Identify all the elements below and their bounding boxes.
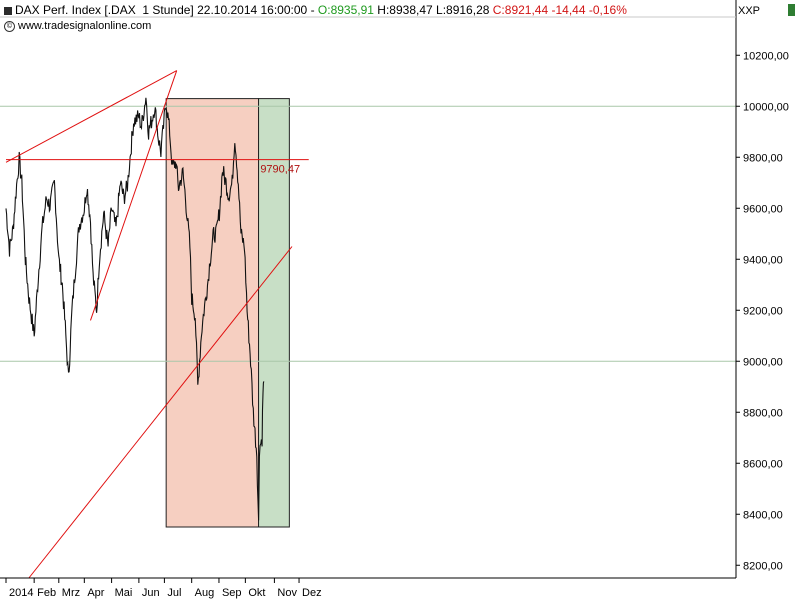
bearish-zone (165, 98, 260, 528)
x-tick-label: Jul (167, 587, 181, 599)
reference-lines-layer (0, 105, 736, 362)
y-tick-label: 8800,00 (743, 407, 783, 419)
separator: - (310, 3, 315, 17)
change-value: -14,44 (551, 3, 586, 17)
trendline (28, 246, 293, 579)
zones-layer (165, 98, 290, 528)
x-tick-label: Jun (142, 587, 160, 599)
source-line: © www.tradesignalonline.com (4, 20, 151, 32)
x-tick-label: Mrz (62, 587, 80, 599)
price-series (5, 97, 265, 521)
x-tick-label: Nov (277, 587, 297, 599)
y-tick-label: 9200,00 (743, 305, 783, 317)
trendline (90, 70, 178, 321)
x-tick-label: Sep (222, 587, 242, 599)
interval-label: 1 Stunde] (142, 3, 194, 17)
x-tick-label: Dez (302, 587, 322, 599)
exchange-label: XXP (738, 5, 761, 17)
trendlines-layer (5, 70, 293, 579)
y-tick-label: 9000,00 (743, 356, 783, 368)
y-tick-label: 8200,00 (743, 560, 783, 572)
y-tick-label: 10000,00 (743, 101, 789, 113)
symbol-square-icon (4, 6, 12, 15)
y-axis: 8200,00 8400,00 8600,00 8800,00 9000,00 9200,… (736, 50, 789, 572)
x-tick-label: Feb (37, 587, 56, 599)
chart-header: DAX Perf. Index [.DAX 1 Stunde] 22.10.20… (4, 3, 627, 17)
x-axis: 2014 Feb Mrz Apr Mai Jun Jul Aug Sep Okt Nov Dez (5, 578, 322, 599)
source-url[interactable]: www.tradesignalonline.com (18, 20, 152, 32)
x-tick-label: 2014 (9, 587, 33, 599)
y-tick-label: 9400,00 (743, 254, 783, 266)
y-tick-label: 8400,00 (743, 509, 783, 521)
y-tick-label: 8600,00 (743, 458, 783, 470)
horizontal-level-label: 9790,47 (260, 164, 300, 176)
datetime-label: 22.10.2014 16:00:00 (197, 3, 308, 17)
x-tick-label: Apr (87, 587, 104, 599)
status-chip-icon (788, 4, 795, 16)
bullish-zone (258, 98, 290, 528)
horizontal-line-layer: 9790,47 (6, 159, 309, 176)
x-tick-label: Mai (115, 587, 133, 599)
low-value: L:8916,28 (436, 3, 490, 17)
y-tick-label: 9600,00 (743, 203, 783, 215)
x-tick-label: Aug (195, 587, 215, 599)
close-value: C:8921,44 (492, 3, 549, 17)
y-tick-label: 9800,00 (743, 152, 783, 164)
trendline (5, 70, 177, 163)
high-value: H:8938,47 (377, 3, 433, 17)
copyright-icon: © (4, 20, 15, 32)
frame-layer (0, 0, 737, 579)
x-tick-label: Okt (248, 587, 265, 599)
change-percent: -0,16% (588, 3, 627, 17)
series-layer (5, 97, 265, 521)
instrument-name: DAX Perf. Index [.DAX (15, 3, 136, 17)
open-value: O:8935,91 (317, 3, 374, 17)
y-tick-label: 10200,00 (743, 50, 789, 62)
